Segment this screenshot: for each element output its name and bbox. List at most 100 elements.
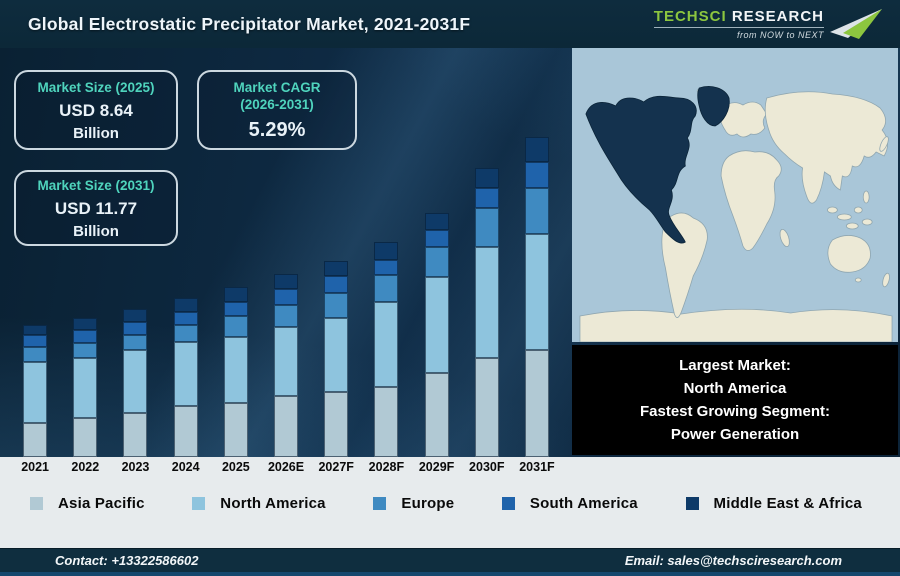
bar-segment-south-america: [324, 276, 349, 293]
bar-segment-north-america: [73, 358, 98, 418]
bar-segment-middle-east-africa: [424, 213, 449, 230]
bar-segment-asia-pacific: [274, 396, 299, 457]
legend-item-asia-pacific: Asia Pacific: [30, 495, 145, 512]
bar-segment-south-america: [474, 188, 499, 208]
footer-contact: Contact: +13322586602: [55, 553, 199, 568]
logo-brand-white: Research: [731, 7, 824, 25]
callout-line: North America: [683, 380, 787, 397]
stat-box-market-size-2025: Market Size (2025) USD 8.64 Billion: [14, 70, 178, 150]
bar-segment-middle-east-africa: [173, 298, 198, 312]
bar-segment-middle-east-africa: [474, 168, 499, 188]
bar-segment-north-america: [524, 234, 549, 350]
bar-segment-asia-pacific: [474, 358, 499, 457]
footer-bar: Contact: +13322586602 Email: sales@techs…: [0, 548, 900, 576]
chart-legend: Asia Pacific North America Europe South Ame…: [0, 495, 900, 512]
x-axis-label-2026e: 2026E: [267, 460, 305, 474]
stacked-bar-2023: [123, 309, 148, 457]
legend-item-middle-east-africa: Middle East & Africa: [685, 495, 862, 512]
bar-segment-middle-east-africa: [123, 309, 148, 322]
bar-segment-europe: [23, 347, 48, 362]
stacked-bar-2026e: [274, 274, 299, 457]
bar-column-2025: [211, 48, 261, 457]
bar-segment-middle-east-africa: [524, 137, 549, 162]
legend-swatch-middle-east-africa: [685, 497, 699, 510]
x-axis-labels: 2021 2022 2023 2024 2025 2026E 2027F 2028F 2029F…: [0, 460, 572, 474]
bar-segment-south-america: [223, 302, 248, 316]
bar-segment-north-america: [474, 247, 499, 358]
stat-box-market-cagr: Market CAGR (2026-2031) 5.29%: [197, 70, 357, 150]
stat-label-line2: (2026-2031): [240, 96, 314, 112]
callout-line: Power Generation: [670, 426, 800, 443]
x-axis-label-2022: 2022: [71, 460, 100, 474]
bar-segment-europe: [374, 275, 399, 302]
bar-segment-asia-pacific: [123, 413, 148, 457]
legend-swatch-europe: [373, 497, 387, 510]
stacked-bar-2029f: [424, 213, 449, 457]
bar-column-2024: [161, 48, 211, 457]
legend-label-asia-pacific: Asia Pacific: [58, 495, 145, 512]
bar-segment-south-america: [274, 289, 299, 305]
stat-box-market-size-2031: Market Size (2031) USD 11.77 Billion: [14, 170, 178, 246]
bar-column-2030f: [462, 48, 512, 457]
x-axis-label-2030f: 2030F: [469, 460, 505, 474]
legend-item-south-america: South America: [501, 495, 638, 512]
callout-line: Largest Market:: [679, 357, 791, 374]
bar-segment-south-america: [123, 322, 148, 335]
bar-segment-middle-east-africa: [223, 287, 248, 302]
stacked-bar-2028f: [374, 242, 399, 457]
bar-segment-south-america: [23, 335, 48, 347]
stat-label: Market CAGR: [233, 79, 321, 95]
bar-segment-south-america: [524, 162, 549, 188]
stat-value: USD 11.77: [54, 198, 138, 218]
bar-segment-asia-pacific: [324, 392, 349, 457]
bar-segment-north-america: [23, 362, 48, 423]
bar-segment-north-america: [223, 337, 248, 403]
callout-box: Largest Market: North America Fastest Gr…: [572, 345, 898, 455]
map-continents: [579, 87, 893, 342]
main-panel: Market Size (2025) USD 8.64 Billion Mark…: [0, 48, 900, 457]
x-axis-label-2031f: 2031F: [519, 460, 555, 474]
bar-column-2031f: [512, 48, 562, 457]
bar-segment-south-america: [374, 260, 399, 275]
x-axis-label-2025: 2025: [221, 460, 250, 474]
techsci-logo: TechSci Research from NOW to NEXT: [653, 7, 890, 40]
legend-label-north-america: North America: [220, 495, 326, 512]
logo-brand-green: TechSci: [653, 7, 727, 25]
bar-segment-south-america: [173, 312, 198, 325]
x-axis-label-2024: 2024: [171, 460, 200, 474]
legend-item-europe: Europe: [373, 495, 454, 512]
bar-segment-europe: [274, 305, 299, 327]
bar-segment-asia-pacific: [524, 350, 549, 457]
bar-segment-europe: [123, 335, 148, 350]
bottom-band: 2021 2022 2023 2024 2025 2026E 2027F 2028F 2029F…: [0, 457, 900, 548]
bar-segment-europe: [324, 293, 349, 318]
bar-segment-europe: [223, 316, 248, 337]
x-axis-label-2028f: 2028F: [368, 460, 405, 474]
footer-email: Email: sales@techsciresearch.com: [624, 553, 842, 568]
bar-segment-north-america: [123, 350, 148, 413]
stat-unit: Billion: [73, 124, 119, 142]
stacked-bar-2021: [23, 325, 48, 457]
bar-segment-middle-east-africa: [374, 242, 399, 260]
page-title: Global Electrostatic Precipitator Market…: [28, 13, 471, 34]
bar-segment-asia-pacific: [73, 418, 98, 457]
stat-value: USD 8.64: [59, 100, 133, 120]
bar-segment-north-america: [324, 318, 349, 392]
stat-label: Market Size (2025): [37, 79, 155, 95]
legend-swatch-south-america: [501, 497, 515, 510]
bar-column-2026e: [261, 48, 311, 457]
stat-unit: Billion: [73, 222, 119, 240]
bar-segment-asia-pacific: [23, 423, 48, 457]
bar-segment-middle-east-africa: [23, 325, 48, 335]
bar-segment-asia-pacific: [424, 373, 449, 457]
bar-segment-europe: [474, 208, 499, 247]
bar-segment-north-america: [274, 327, 299, 396]
bar-segment-south-america: [73, 330, 98, 343]
legend-label-europe: Europe: [401, 495, 455, 512]
stat-value: 5.29%: [248, 118, 306, 141]
stacked-bar-2022: [73, 318, 98, 457]
bar-segment-south-america: [424, 230, 449, 247]
bar-segment-middle-east-africa: [274, 274, 299, 289]
legend-swatch-north-america: [192, 497, 206, 510]
